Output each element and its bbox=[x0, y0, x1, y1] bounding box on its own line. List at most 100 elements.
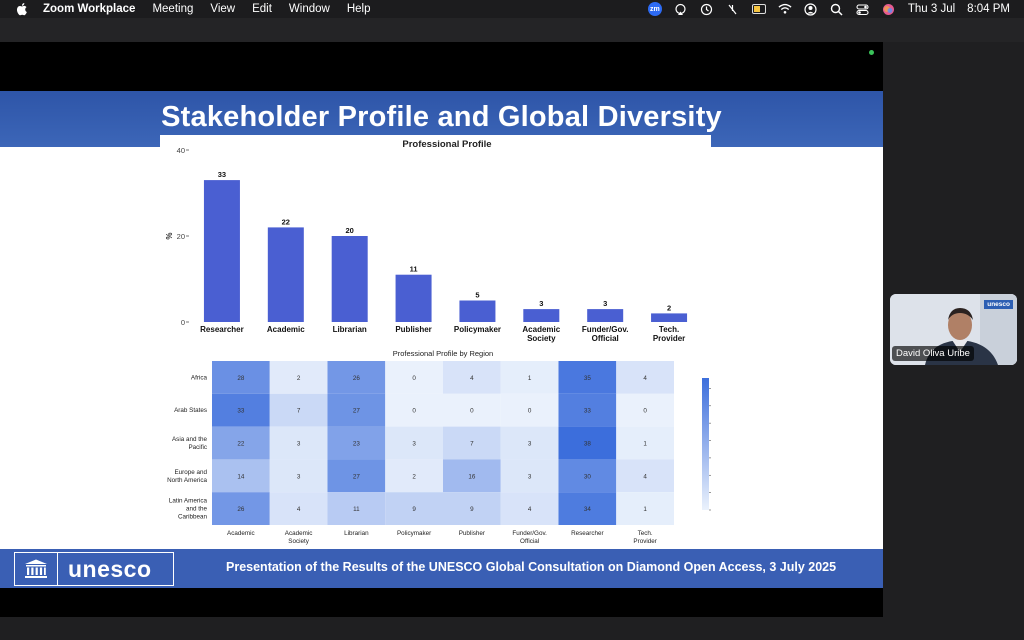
participant-video-tile[interactable]: unesco David Oliva Uribe bbox=[890, 294, 1017, 365]
heatmap-cell bbox=[385, 393, 443, 427]
heatmap-cell bbox=[385, 492, 443, 525]
bar-category-label: Funder/Gov. bbox=[582, 325, 629, 334]
heatmap-title: Professional Profile by Region bbox=[393, 349, 493, 358]
menu-view[interactable]: View bbox=[210, 3, 236, 15]
heatmap-cell-value: 0 bbox=[643, 408, 647, 415]
bar bbox=[523, 309, 560, 322]
heatmap-cell-value: 1 bbox=[528, 375, 532, 382]
heatmap-cell-value: 4 bbox=[470, 375, 474, 382]
bar bbox=[203, 180, 240, 322]
heatmap-cell-value: 4 bbox=[643, 375, 647, 382]
user-account-icon[interactable] bbox=[804, 2, 818, 16]
heatmap-cell bbox=[327, 492, 386, 525]
heatmap-cell-value: 33 bbox=[237, 408, 245, 415]
heatmap-cell bbox=[327, 361, 386, 394]
heatmap-cell bbox=[558, 426, 617, 460]
bar bbox=[459, 300, 496, 322]
bar bbox=[267, 227, 304, 322]
heatmap-column-label: Funder/Gov. bbox=[512, 530, 547, 537]
heatmap-cell-value: 3 bbox=[528, 441, 532, 448]
menu-meeting[interactable]: Meeting bbox=[152, 3, 194, 15]
heatmap-column-label: Academic bbox=[227, 530, 255, 537]
unesco-wordmark: unesco bbox=[68, 555, 152, 582]
heatmap-cell bbox=[500, 492, 559, 525]
bar-category-label: Society bbox=[527, 334, 556, 343]
heatmap-cell bbox=[443, 492, 501, 525]
heatmap-cell bbox=[616, 361, 674, 394]
participant-name: David Oliva Uribe bbox=[892, 346, 974, 361]
menubar-date[interactable]: Thu 3 Jul bbox=[907, 3, 956, 15]
heatmap-cell bbox=[443, 361, 501, 394]
heatmap-cell-value: 11 bbox=[353, 506, 360, 513]
bar-category-label: Academic bbox=[267, 325, 305, 334]
heatmap-column-label: Tech. bbox=[638, 530, 653, 537]
heatmap-cell-value: 16 bbox=[468, 473, 476, 480]
heatmap-cell-value: 0 bbox=[470, 408, 474, 415]
heatmap-cell-value: 22 bbox=[237, 441, 245, 448]
wifi-icon[interactable] bbox=[778, 2, 792, 16]
heatmap-cell-value: 1 bbox=[643, 441, 647, 448]
heatmap-column-label: Society bbox=[288, 538, 310, 545]
heatmap-cell-value: 0 bbox=[412, 408, 416, 415]
heatmap-cell-value: 38 bbox=[584, 441, 592, 448]
search-icon[interactable] bbox=[830, 2, 844, 16]
heatmap-column-label: Policymaker bbox=[397, 530, 431, 537]
muted-icon[interactable] bbox=[726, 2, 740, 16]
heatmap-cell-value: 28 bbox=[237, 375, 245, 382]
participant-badge: unesco bbox=[984, 300, 1013, 309]
slide-footer: unesco Presentation of the Results of th… bbox=[0, 549, 883, 588]
siri-icon[interactable] bbox=[882, 2, 896, 16]
heatmap-column-label: Librarian bbox=[344, 530, 369, 537]
heatmap-cell bbox=[616, 393, 674, 427]
heatmap-cell bbox=[500, 393, 559, 427]
bar-category-label: Publisher bbox=[395, 325, 431, 334]
heatmap-cell bbox=[443, 459, 501, 493]
heatmap-row-label: Pacific bbox=[188, 444, 207, 451]
zoom-status-icon[interactable]: zm bbox=[647, 2, 662, 16]
heatmap-row-label: Europe and bbox=[174, 469, 207, 476]
heatmap-column-label: Academic bbox=[285, 530, 313, 537]
heatmap-column-label: Publisher bbox=[459, 530, 485, 537]
menu-help[interactable]: Help bbox=[346, 3, 371, 15]
heatmap-cell-value: 7 bbox=[470, 441, 474, 448]
menu-edit[interactable]: Edit bbox=[252, 3, 272, 15]
heatmap-cell-value: 0 bbox=[412, 375, 416, 382]
heatmap-cell bbox=[269, 393, 328, 427]
bar-chart-title: Professional Profile bbox=[402, 139, 491, 150]
bar-category-label: Tech. bbox=[659, 325, 679, 334]
heatmap-cell-value: 0 bbox=[528, 408, 532, 415]
menu-bar: Zoom Workplace Meeting View Edit Window … bbox=[0, 0, 1024, 18]
apple-icon[interactable] bbox=[15, 2, 29, 16]
airplay-icon[interactable] bbox=[674, 2, 688, 16]
heatmap-cell bbox=[212, 492, 270, 525]
heatmap-cell bbox=[212, 393, 270, 427]
zoom-window-top-bar bbox=[0, 18, 1024, 42]
heatmap-cell-value: 1 bbox=[643, 506, 647, 513]
battery-icon[interactable] bbox=[751, 2, 766, 16]
heatmap-cell bbox=[500, 426, 559, 460]
heatmap-cell bbox=[558, 459, 617, 493]
time-machine-icon[interactable] bbox=[700, 2, 714, 16]
heatmap-cell bbox=[327, 393, 386, 427]
slide-footer-text: Presentation of the Results of the UNESC… bbox=[226, 560, 837, 574]
bar-value-label: 2 bbox=[667, 303, 671, 312]
heatmap-cell-value: 9 bbox=[412, 506, 416, 513]
menubar-time[interactable]: 8:04 PM bbox=[967, 3, 1010, 15]
bar-category-label: Academic bbox=[522, 325, 560, 334]
heatmap-cell bbox=[616, 459, 674, 493]
bar-category-label: Provider bbox=[653, 334, 685, 343]
menu-window[interactable]: Window bbox=[288, 3, 330, 15]
control-center-icon[interactable] bbox=[856, 2, 870, 16]
heatmap-cell-value: 4 bbox=[528, 506, 532, 513]
sharing-indicator-dot bbox=[869, 50, 874, 55]
heatmap-row-label: Arab States bbox=[174, 407, 207, 414]
heatmap-cell-value: 26 bbox=[353, 375, 361, 382]
heatmap-cell-value: 3 bbox=[412, 441, 416, 448]
chart-panel: Professional Profile% 0 20 40 33 Researcher 22… bbox=[160, 135, 729, 553]
heatmap-cell bbox=[212, 361, 270, 394]
heatmap-cell bbox=[327, 426, 386, 460]
unesco-temple-icon bbox=[15, 553, 58, 585]
heatmap-cell-value: 27 bbox=[353, 473, 361, 480]
app-menu-zoom[interactable]: Zoom Workplace bbox=[43, 3, 136, 15]
bar-y-tick-label: 0 bbox=[181, 318, 185, 327]
